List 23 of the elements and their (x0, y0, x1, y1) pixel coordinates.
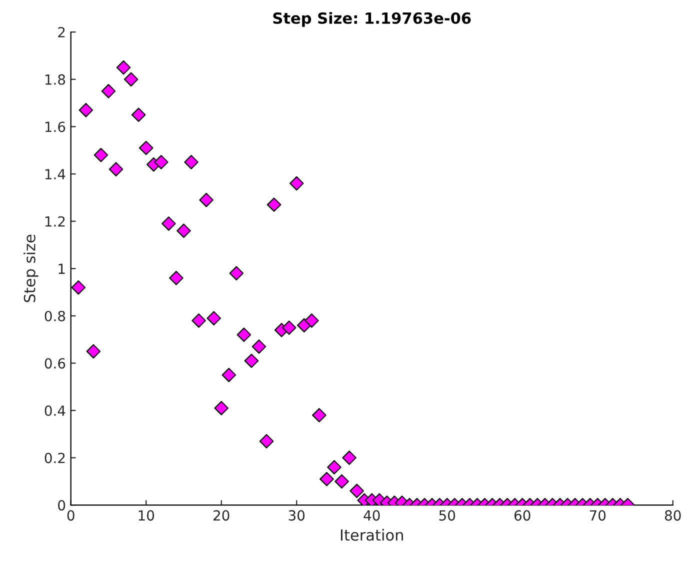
y-tick-label: 0.2 (44, 452, 65, 464)
y-tick-label: 0.8 (44, 310, 66, 322)
y-tick-label: 1.2 (45, 216, 65, 227)
x-tick-label: 10 (138, 510, 154, 521)
x-tick-label: 30 (288, 510, 305, 521)
x-tick-label: 40 (364, 510, 380, 521)
x-axis-title: Iteration (340, 528, 403, 541)
x-tick-label: 60 (514, 510, 530, 521)
x-tick-label: 80 (664, 510, 681, 521)
x-tick-label: 20 (214, 510, 230, 521)
y-tick-label: 2 (58, 27, 65, 38)
y-tick-label: 1.6 (45, 122, 66, 132)
y-tick-label: 0.4 (44, 405, 66, 416)
y-axis-title: Step size (24, 234, 38, 302)
y-tick-label: 1.8 (45, 74, 66, 85)
x-tick-label: 0 (67, 510, 74, 521)
x-tick-label: 50 (439, 510, 456, 521)
y-tick-label: 1 (58, 264, 65, 274)
chart-title: Step Size: 1.19763e-06 (273, 12, 471, 27)
y-tick-label: 0.6 (44, 358, 66, 369)
x-tick-label: 70 (590, 510, 606, 521)
y-tick-label: 0 (58, 500, 66, 511)
y-tick-label: 1.4 (45, 169, 66, 180)
